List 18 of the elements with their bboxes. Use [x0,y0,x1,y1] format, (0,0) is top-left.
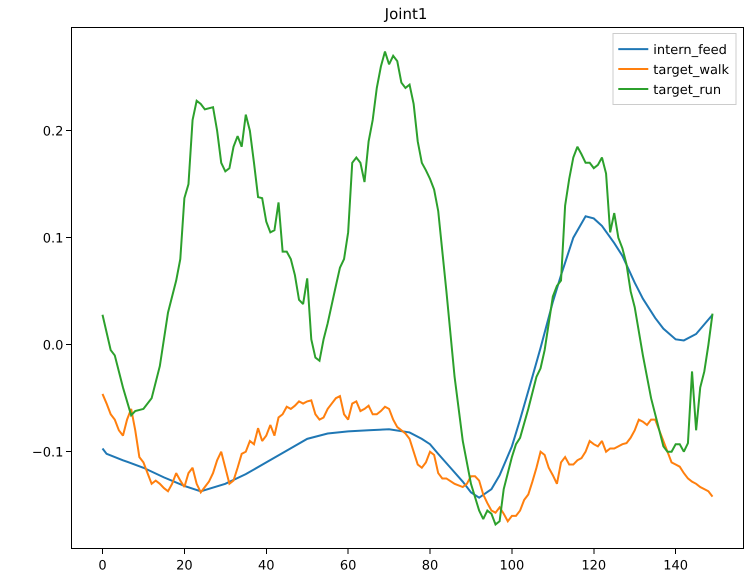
x-tick-label: 40 [258,558,275,574]
y-tick-label: 0.0 [42,338,64,354]
x-tick-label: 140 [663,558,688,574]
x-tick-label: 120 [581,558,606,574]
y-tick-label: 0.1 [42,231,64,246]
x-tick-label: 0 [98,558,107,574]
x-tick-label: 20 [176,558,193,574]
y-tick-label: 0.2 [42,124,64,140]
line-series [102,392,714,522]
x-tick-label: 100 [499,558,524,574]
line-series [102,215,714,499]
legend-label: target_walk [653,63,730,78]
y-tick-label: −0.1 [32,445,64,460]
x-tick-label: 60 [340,558,356,574]
chart-title: Joint1 [384,5,428,24]
legend-label: target_run [653,83,722,98]
x-tick-label: 80 [422,558,438,574]
legend-label: intern_feed [653,43,727,58]
